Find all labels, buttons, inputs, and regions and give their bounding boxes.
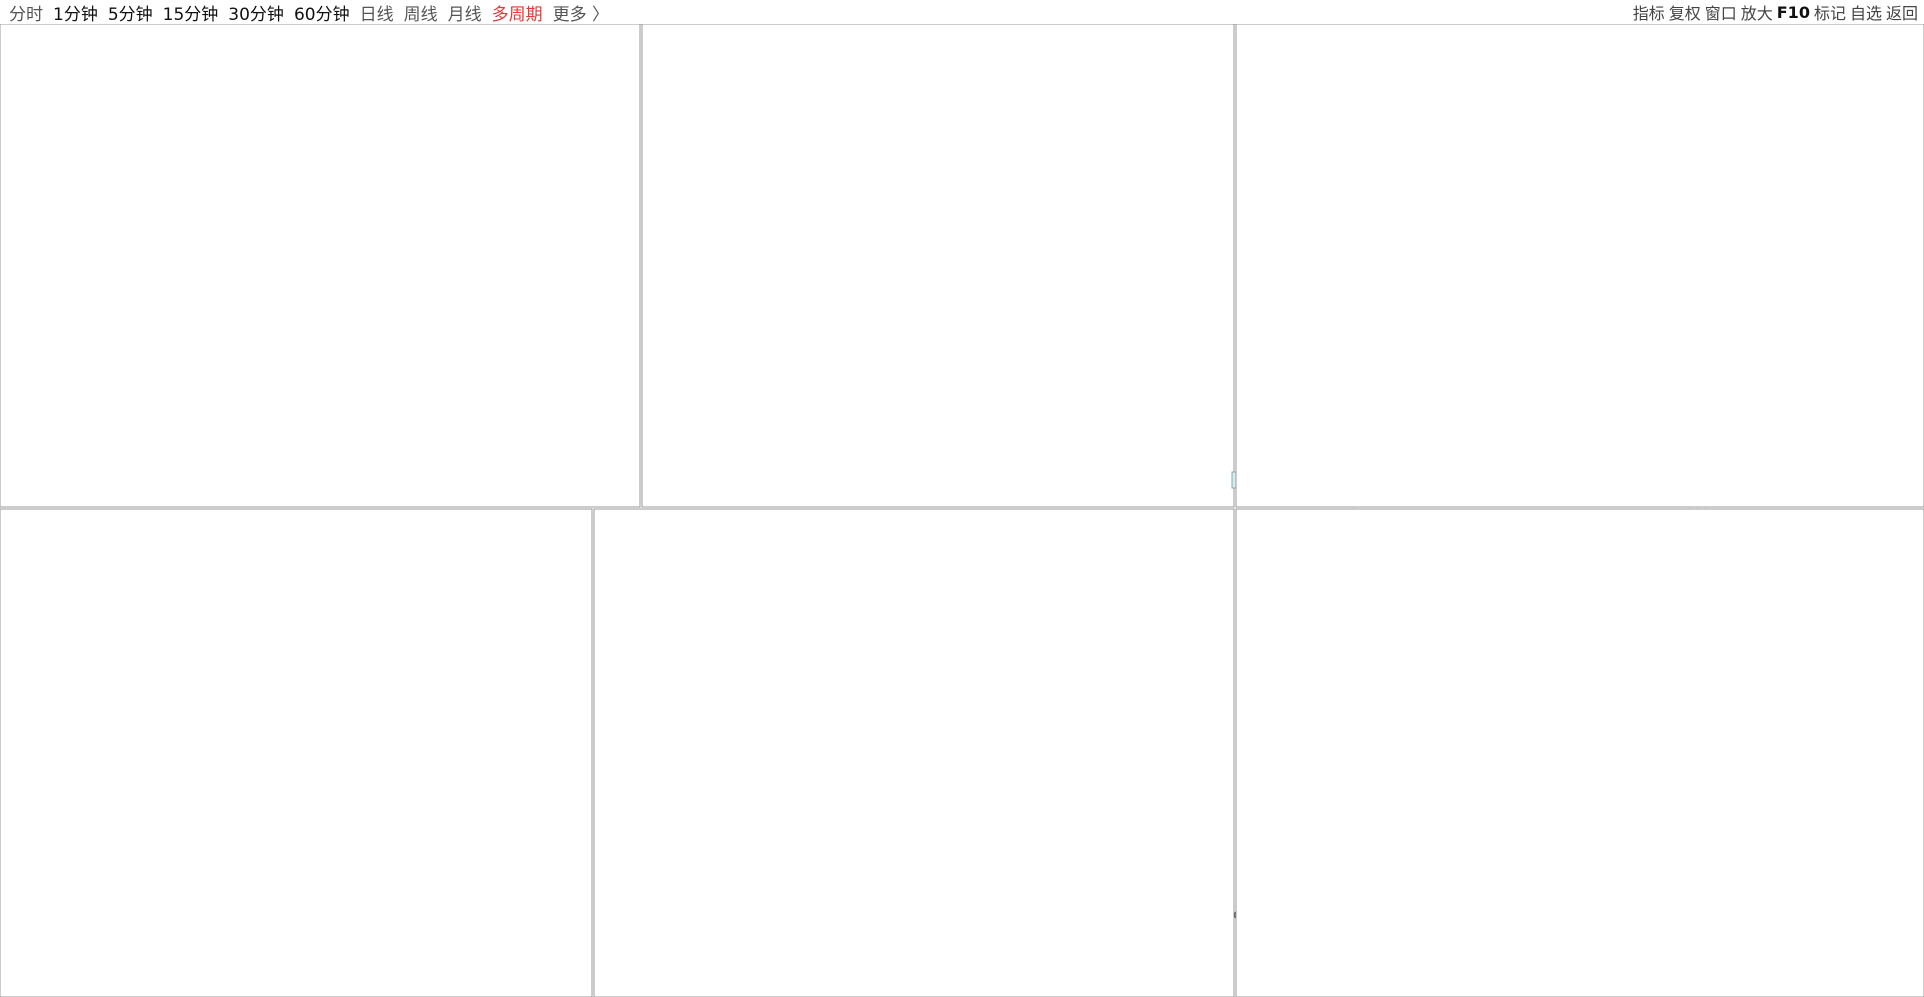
m15-panel-frame [1235,24,1924,508]
toolbar-button-6[interactable]: 自选 [1849,4,1882,23]
period-tab-3[interactable]: 15分钟 [162,4,219,25]
toolbar-button-4[interactable]: F10 [1776,2,1810,22]
weekly-panel-frame [1235,508,1924,997]
period-tab-10[interactable]: 更多 〉 [552,4,609,25]
period-tab-7[interactable]: 周线 [403,4,438,25]
toolbar-actions: 指标 复权 窗口 放大 F10 标记 自选 返回 [1631,0,1920,24]
m60-panel-frame [0,508,593,997]
period-tabs: 分时 1分钟 5分钟 15分钟 30分钟 60分钟 日线 周线 月线 多周期 更多 〉 [4,0,614,25]
period-tab-5[interactable]: 60分钟 [293,4,350,25]
period-toolbar: 分时 1分钟 5分钟 15分钟 30分钟 60分钟 日线 周线 月线 多周期 更多 〉 指标 复权 窗口… [0,0,1924,25]
period-tab-1[interactable]: 1分钟 [53,4,98,25]
toolbar-button-2[interactable]: 窗口 [1704,4,1737,23]
toolbar-button-0[interactable]: 指标 [1632,4,1665,23]
period-tab-4[interactable]: 30分钟 [228,4,284,25]
toolbar-button-3[interactable]: 放大 [1740,4,1773,23]
intraday-frame [0,24,641,508]
period-tab-0[interactable]: 分时 [9,4,43,25]
multi-period-chart: 云天化22.99-0.04%▼-0.01现量 2687 换手 1.25% 量比 … [0,24,1924,997]
toolbar-button-1[interactable]: 复权 [1668,4,1701,23]
period-tab-2[interactable]: 5分钟 [107,4,153,25]
period-tab-9[interactable]: 多周期 [491,4,543,25]
daily-panel-frame [593,508,1235,997]
period-tab-8[interactable]: 月线 [447,4,482,25]
toolbar-button-7[interactable]: 返回 [1885,4,1918,23]
toolbar-button-5[interactable]: 标记 [1813,4,1846,23]
period-tab-6[interactable]: 日线 [359,4,394,25]
m5-panel-frame [641,24,1235,508]
